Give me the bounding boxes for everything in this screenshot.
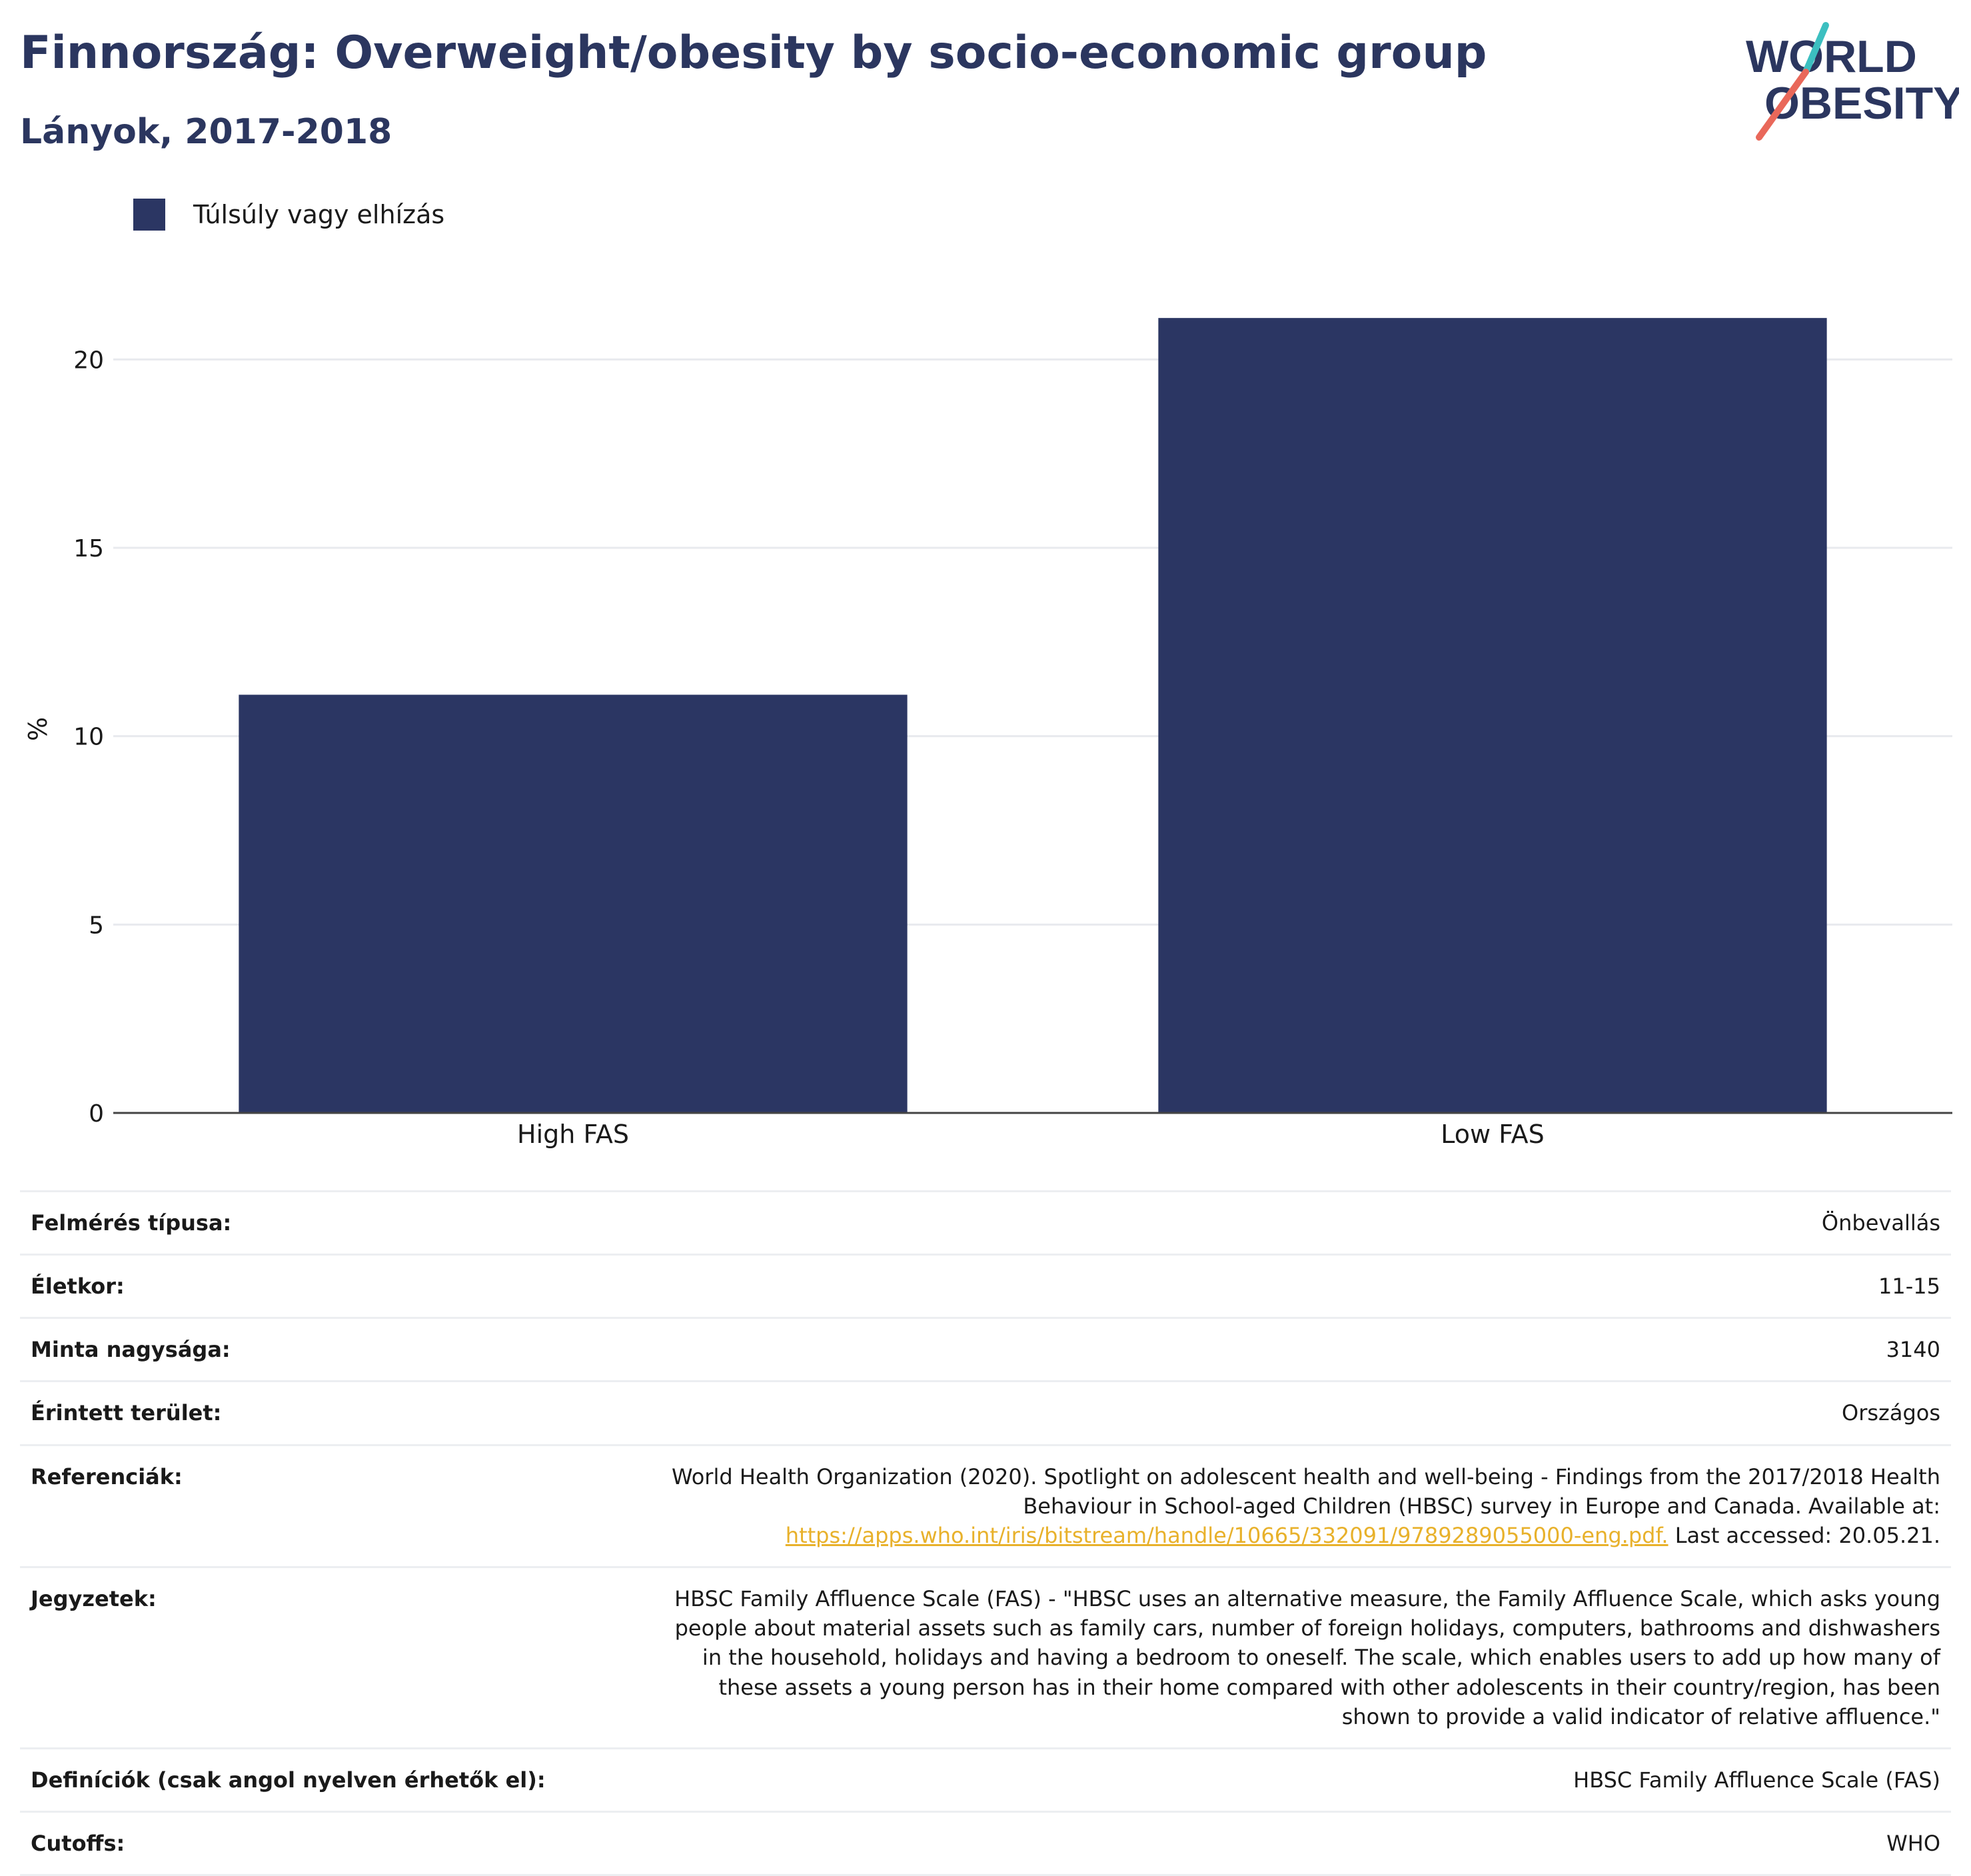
y-tick-label: 20 — [73, 347, 104, 374]
chart-legend[interactable]: Túlsúly vagy elhízás — [133, 199, 444, 231]
y-tick-label: 15 — [73, 535, 104, 562]
logo-slash-teal — [1802, 22, 1829, 75]
info-key: Minta nagysága: — [20, 1317, 641, 1382]
reference-link[interactable]: https://apps.who.int/iris/bitstream/hand… — [785, 1522, 1668, 1548]
info-value: 11-15 — [641, 1254, 1951, 1318]
reference-accessed: Last accessed: 20.05.21. — [1674, 1522, 1940, 1548]
info-table: Felmérés típusa: Önbevallás Életkor: 11-15 M… — [20, 1190, 1951, 1876]
info-value: 3140 — [641, 1317, 1951, 1382]
x-tick-label: Low FAS — [1441, 1120, 1544, 1149]
info-key: Referenciák: — [20, 1443, 641, 1567]
info-value: WHO — [641, 1811, 1951, 1876]
info-key: Felmérés típusa: — [20, 1190, 641, 1255]
info-key: Cutoffs: — [20, 1811, 641, 1876]
info-key: Definíciók (csak angol nyelven érhetők e… — [20, 1747, 641, 1812]
info-row: Felmérés típusa: Önbevallás — [20, 1190, 1951, 1255]
bar-low-fas[interactable] — [1158, 318, 1827, 1113]
info-row: Jegyzetek: HBSC Family Affluence Scale (F… — [20, 1566, 1951, 1749]
y-tick-labels: 0 5 10 15 20 — [73, 347, 104, 1128]
info-row: Cutoffs: WHO — [20, 1811, 1951, 1876]
info-value: Önbevallás — [641, 1190, 1951, 1255]
info-value: HBSC Family Affluence Scale (FAS) — [641, 1747, 1951, 1812]
info-row: Referenciák: World Health Organization (2… — [20, 1443, 1951, 1567]
info-row: Életkor: 11-15 — [20, 1254, 1951, 1318]
legend-swatch — [133, 199, 165, 231]
info-row: Érintett terület: Országos — [20, 1380, 1951, 1445]
info-value: Országos — [641, 1380, 1951, 1445]
chart-subtitle: Lányok, 2017-2018 — [20, 112, 392, 152]
info-key: Életkor: — [20, 1254, 641, 1318]
logo-line-world: WORLD — [1746, 31, 1917, 82]
info-row: Minta nagysága: 3140 — [20, 1317, 1951, 1382]
y-tick-label: 5 — [89, 912, 104, 939]
x-tick-label: High FAS — [517, 1120, 629, 1149]
x-tick-labels: High FAS Low FAS — [517, 1120, 1545, 1149]
world-obesity-logo: WORLD OBESITY — [1746, 22, 1959, 141]
info-key: Jegyzetek: — [20, 1566, 641, 1749]
y-tick-label: 0 — [89, 1100, 104, 1128]
bar-chart: 0 5 10 15 20 High FAS Low FAS % — [23, 318, 1952, 1149]
bar-high-fas[interactable] — [239, 694, 908, 1113]
chart-title: Finnország: Overweight/obesity by socio-… — [20, 27, 1487, 79]
info-key: Érintett terület: — [20, 1380, 641, 1445]
y-axis-label: % — [23, 717, 53, 741]
info-value: World Health Organization (2020). Spotli… — [641, 1443, 1951, 1567]
info-row: Definíciók (csak angol nyelven érhetők e… — [20, 1747, 1951, 1812]
logo-slash-coral — [1756, 69, 1809, 141]
legend-label: Túlsúly vagy elhízás — [193, 200, 445, 229]
y-tick-label: 10 — [73, 724, 104, 751]
reference-text: World Health Organization (2020). Spotli… — [671, 1463, 1940, 1519]
bars — [239, 318, 1827, 1113]
info-value: HBSC Family Affluence Scale (FAS) - "HBS… — [641, 1566, 1951, 1749]
